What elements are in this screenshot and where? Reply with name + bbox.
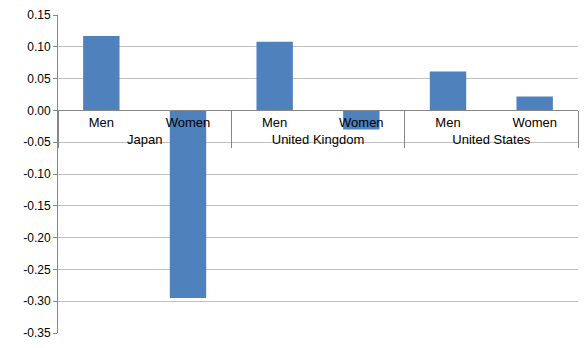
svg-text:Women: Women [512, 115, 557, 130]
svg-text:-0.20: -0.20 [23, 231, 51, 245]
svg-text:Women: Women [166, 115, 211, 130]
svg-text:0.00: 0.00 [27, 104, 51, 118]
svg-text:United Kingdom: United Kingdom [272, 132, 365, 147]
svg-text:Women: Women [339, 115, 384, 130]
svg-text:-0.30: -0.30 [23, 294, 51, 308]
svg-text:-0.05: -0.05 [23, 135, 51, 149]
svg-text:-0.25: -0.25 [23, 263, 51, 277]
svg-text:United States: United States [452, 132, 531, 147]
svg-text:-0.35: -0.35 [23, 326, 51, 340]
svg-text:Men: Men [262, 115, 287, 130]
svg-text:Men: Men [89, 115, 114, 130]
svg-text:-0.10: -0.10 [23, 167, 51, 181]
svg-text:0.10: 0.10 [27, 40, 51, 54]
svg-text:0.15: 0.15 [27, 8, 51, 22]
svg-text:Japan: Japan [127, 132, 162, 147]
svg-text:0.05: 0.05 [27, 72, 51, 86]
svg-text:-0.15: -0.15 [23, 199, 51, 213]
svg-text:Men: Men [435, 115, 460, 130]
